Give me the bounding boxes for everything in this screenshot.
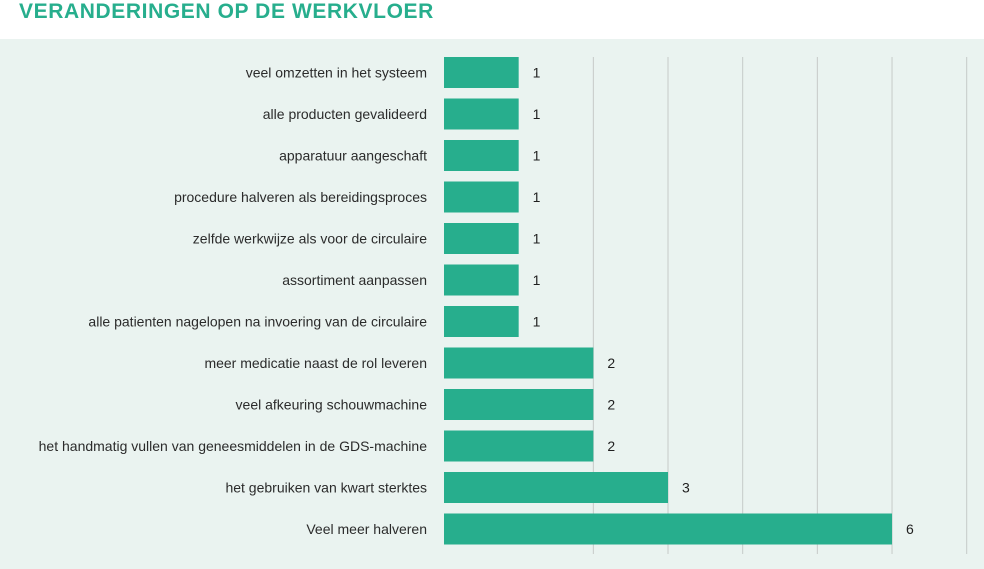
value-label: 6 [906, 521, 914, 537]
category-label: procedure halveren als bereidingsproces [174, 189, 427, 205]
value-label: 1 [533, 106, 541, 122]
category-label: apparatuur aangeschaft [279, 148, 427, 164]
bar [444, 181, 519, 213]
category-label: alle patienten nagelopen na invoering va… [88, 314, 427, 330]
bar [444, 472, 669, 503]
value-label: 1 [533, 65, 541, 81]
value-label: 1 [533, 314, 541, 330]
category-label: meer medicatie naast de rol leveren [204, 355, 427, 371]
value-label: 1 [533, 148, 541, 164]
bar [444, 264, 519, 296]
value-labels: 1 1 1 1 1 1 1 2 2 2 3 6 [533, 65, 914, 538]
category-label: veel omzetten in het systeem [246, 65, 427, 81]
gridlines [592, 57, 968, 554]
bar [444, 140, 519, 171]
value-label: 2 [607, 397, 615, 413]
chart-title: VERANDERINGEN OP DE WERKVLOER [19, 0, 434, 23]
bar [444, 223, 519, 254]
value-label: 3 [682, 480, 690, 496]
category-label: veel afkeuring schouwmachine [236, 397, 428, 413]
category-label: alle producten gevalideerd [263, 106, 427, 122]
value-label: 2 [607, 355, 615, 371]
category-label: zelfde werkwijze als voor de circulaire [193, 231, 427, 247]
bar-chart: veel omzetten in het systeem alle product… [0, 39, 984, 569]
bar [444, 306, 519, 337]
bar [444, 57, 519, 88]
bar [444, 430, 594, 462]
category-label: het handmatig vullen van geneesmiddelen … [39, 438, 428, 454]
value-label: 1 [533, 231, 541, 247]
bar [444, 513, 893, 545]
value-label: 2 [607, 438, 615, 454]
bar [444, 347, 594, 379]
category-label: Veel meer halveren [306, 521, 427, 537]
chart-panel: veel omzetten in het systeem alle product… [0, 39, 984, 569]
category-label: assortiment aanpassen [282, 272, 427, 288]
category-labels: veel omzetten in het systeem alle product… [39, 65, 428, 538]
value-label: 1 [533, 189, 541, 205]
bars [444, 57, 893, 545]
category-label: het gebruiken van kwart sterktes [225, 480, 427, 496]
bar [444, 389, 594, 420]
bar [444, 98, 519, 130]
value-label: 1 [533, 272, 541, 288]
